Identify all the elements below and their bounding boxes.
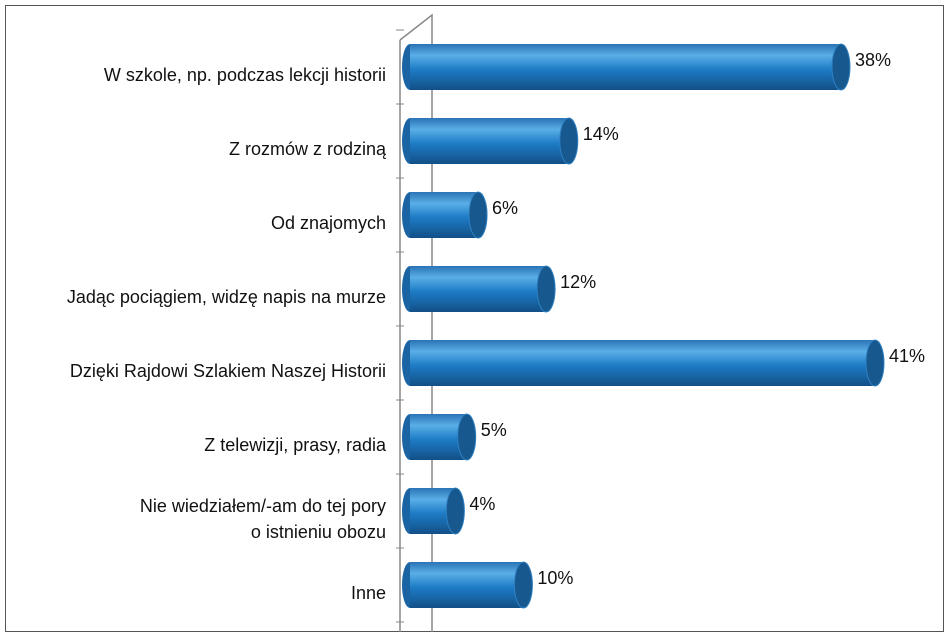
category-label: Z telewizji, prasy, radia — [204, 435, 386, 455]
bar-cap — [457, 413, 477, 461]
bar — [410, 266, 547, 312]
category-label: Dzięki Rajdowi Szlakiem Naszej Historii — [69, 361, 386, 381]
frame — [5, 5, 944, 632]
bar — [410, 340, 875, 386]
bar-cap — [831, 43, 851, 91]
category-label: Od znajomych — [270, 213, 386, 233]
category-label: Nie wiedziałem/-am do tej pory o istnien… — [139, 496, 386, 542]
category-label: Jadąc pociągiem, widzę napis na murze — [66, 287, 386, 307]
bar-cap — [513, 561, 533, 609]
bar — [410, 44, 841, 90]
value-label: 4% — [469, 494, 495, 514]
value-label: 5% — [481, 420, 507, 440]
bar-cap — [468, 191, 488, 239]
bar — [410, 192, 479, 238]
value-label: 38% — [855, 50, 891, 70]
value-label: 10% — [537, 568, 573, 588]
value-label: 14% — [583, 124, 619, 144]
bar-cap — [536, 265, 556, 313]
value-label: 41% — [889, 346, 925, 366]
category-label: Z rozmów z rodziną — [228, 139, 386, 159]
category-label: Inne — [350, 583, 386, 603]
bar-cap — [865, 339, 885, 387]
bar — [410, 118, 569, 164]
category-label: W szkole, np. podczas lekcji historii — [103, 65, 386, 85]
bar-cap — [559, 117, 579, 165]
value-label: 12% — [560, 272, 596, 292]
bar — [410, 562, 524, 608]
bar-cap — [445, 487, 465, 535]
axis-wall — [399, 13, 433, 632]
value-label: 6% — [492, 198, 518, 218]
